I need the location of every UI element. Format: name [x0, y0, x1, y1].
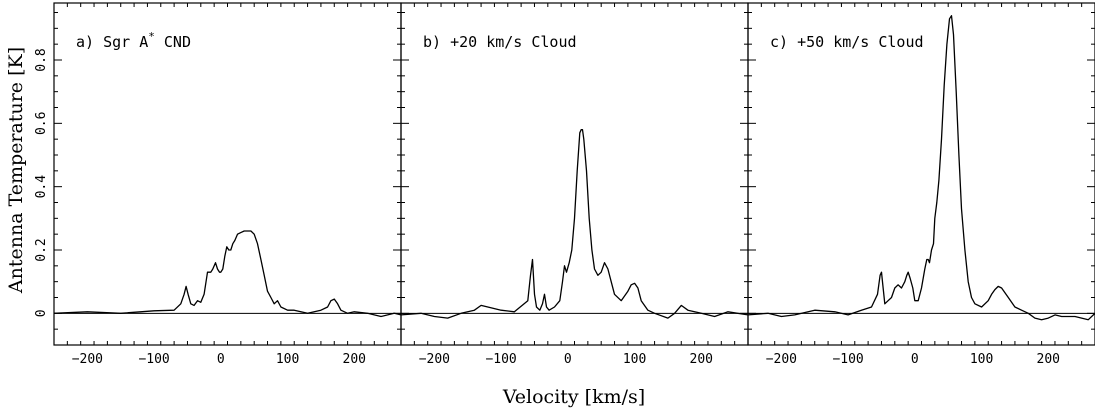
panel-title-main: b) +20 km/s Cloud	[423, 33, 577, 51]
y-tick-label: 0.8	[34, 48, 49, 71]
x-tick-label: −100	[138, 352, 169, 367]
x-tick-label: −100	[485, 352, 516, 367]
x-tick-label: 200	[343, 352, 366, 367]
x-tick-labels: −200 −100 0 100 200 −200 −100 0 100 200 −200 −100 0 1…	[72, 352, 1060, 367]
panel-2: b) +20 km/s Cloud	[400, 2, 749, 346]
spectrum-line	[400, 129, 749, 319]
x-tick-label: 0	[911, 352, 919, 367]
x-tick-label: 100	[276, 352, 299, 367]
panel-title: c) +50 km/s Cloud	[770, 33, 924, 51]
spectrum-line	[53, 230, 402, 318]
x-tick-label: −100	[832, 352, 863, 367]
x-tick-label: −200	[419, 352, 450, 367]
y-tick-label: 0.2	[34, 238, 49, 261]
x-tick-label: −200	[766, 352, 797, 367]
panel-title-main: c) +50 km/s Cloud	[770, 33, 924, 51]
x-tick-label: 100	[970, 352, 993, 367]
panel-3: c) +50 km/s Cloud	[747, 2, 1095, 346]
x-tick-label: 200	[690, 352, 713, 367]
panel-frame	[400, 2, 749, 346]
x-tick-label: 0	[217, 352, 225, 367]
x-tick-label: 100	[623, 352, 646, 367]
x-tick-label: −200	[72, 352, 103, 367]
y-tick-label: 0	[34, 309, 49, 317]
y-tick-label: 0.4	[34, 175, 49, 199]
panel-title: b) +20 km/s Cloud	[423, 33, 577, 51]
y-tick-labels: 0 0.2 0.4 0.6 0.8	[34, 48, 49, 317]
x-tick-label: 200	[1037, 352, 1060, 367]
y-tick-label: 0.6	[34, 112, 49, 135]
panel-1: a) Sgr A* CND	[53, 2, 402, 346]
x-tick-label: 0	[564, 352, 572, 367]
panel-frame	[747, 2, 1095, 346]
panels-group: a) Sgr A* CND b) +20 km/s Cloud c) +50 km/…	[53, 2, 1095, 346]
panel-frame	[53, 2, 402, 346]
x-axis-title: Velocity [km/s]	[502, 386, 645, 408]
spectrum-line	[747, 15, 1095, 321]
panel-title: a) Sgr A* CND	[76, 30, 191, 51]
y-axis-title: Antenna Temperature [K]	[5, 47, 27, 294]
panel-title-suffix: CND	[155, 33, 191, 51]
panel-title-superscript: *	[148, 30, 155, 43]
panel-title-main: a) Sgr A	[76, 33, 148, 51]
